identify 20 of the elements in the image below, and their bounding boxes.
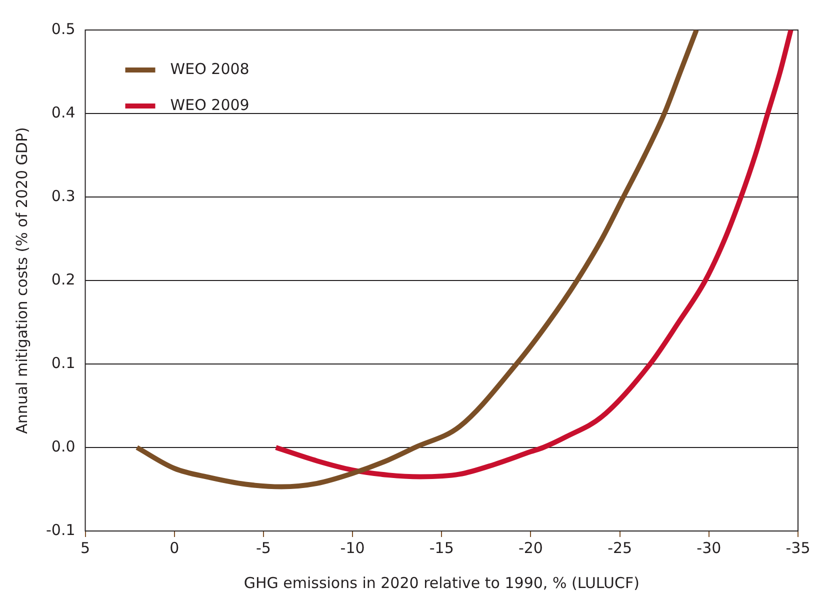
x-tick-label: -20 [518,538,543,557]
x-axis-title: GHG emissions in 2020 relative to 1990, % (LULUCF) [244,574,640,592]
y-tick-label: 0.0 [51,437,76,456]
x-tick-label: -5 [256,538,271,557]
y-tick-label: 0.4 [51,103,76,122]
x-tick-label: 0 [170,538,180,557]
y-tick-label: -0.1 [46,520,76,539]
x-tick-label: -15 [429,538,454,557]
legend-label: WEO 2008 [170,60,250,78]
y-tick-label: 0.5 [51,20,76,38]
x-tick-label: -30 [696,538,722,557]
y-tick-label: 0.2 [51,270,76,288]
y-tick-label: 0.1 [51,354,76,372]
x-tick-label: -10 [340,538,365,557]
legend-label: WEO 2009 [170,96,250,114]
x-tick-label: -25 [608,538,632,557]
y-tick-label: 0.3 [51,186,76,205]
x-tick-label: 5 [80,538,90,557]
x-tick-label: -35 [786,538,810,557]
y-axis-title: Annual mitigation costs (% of 2020 GDP) [12,127,31,434]
